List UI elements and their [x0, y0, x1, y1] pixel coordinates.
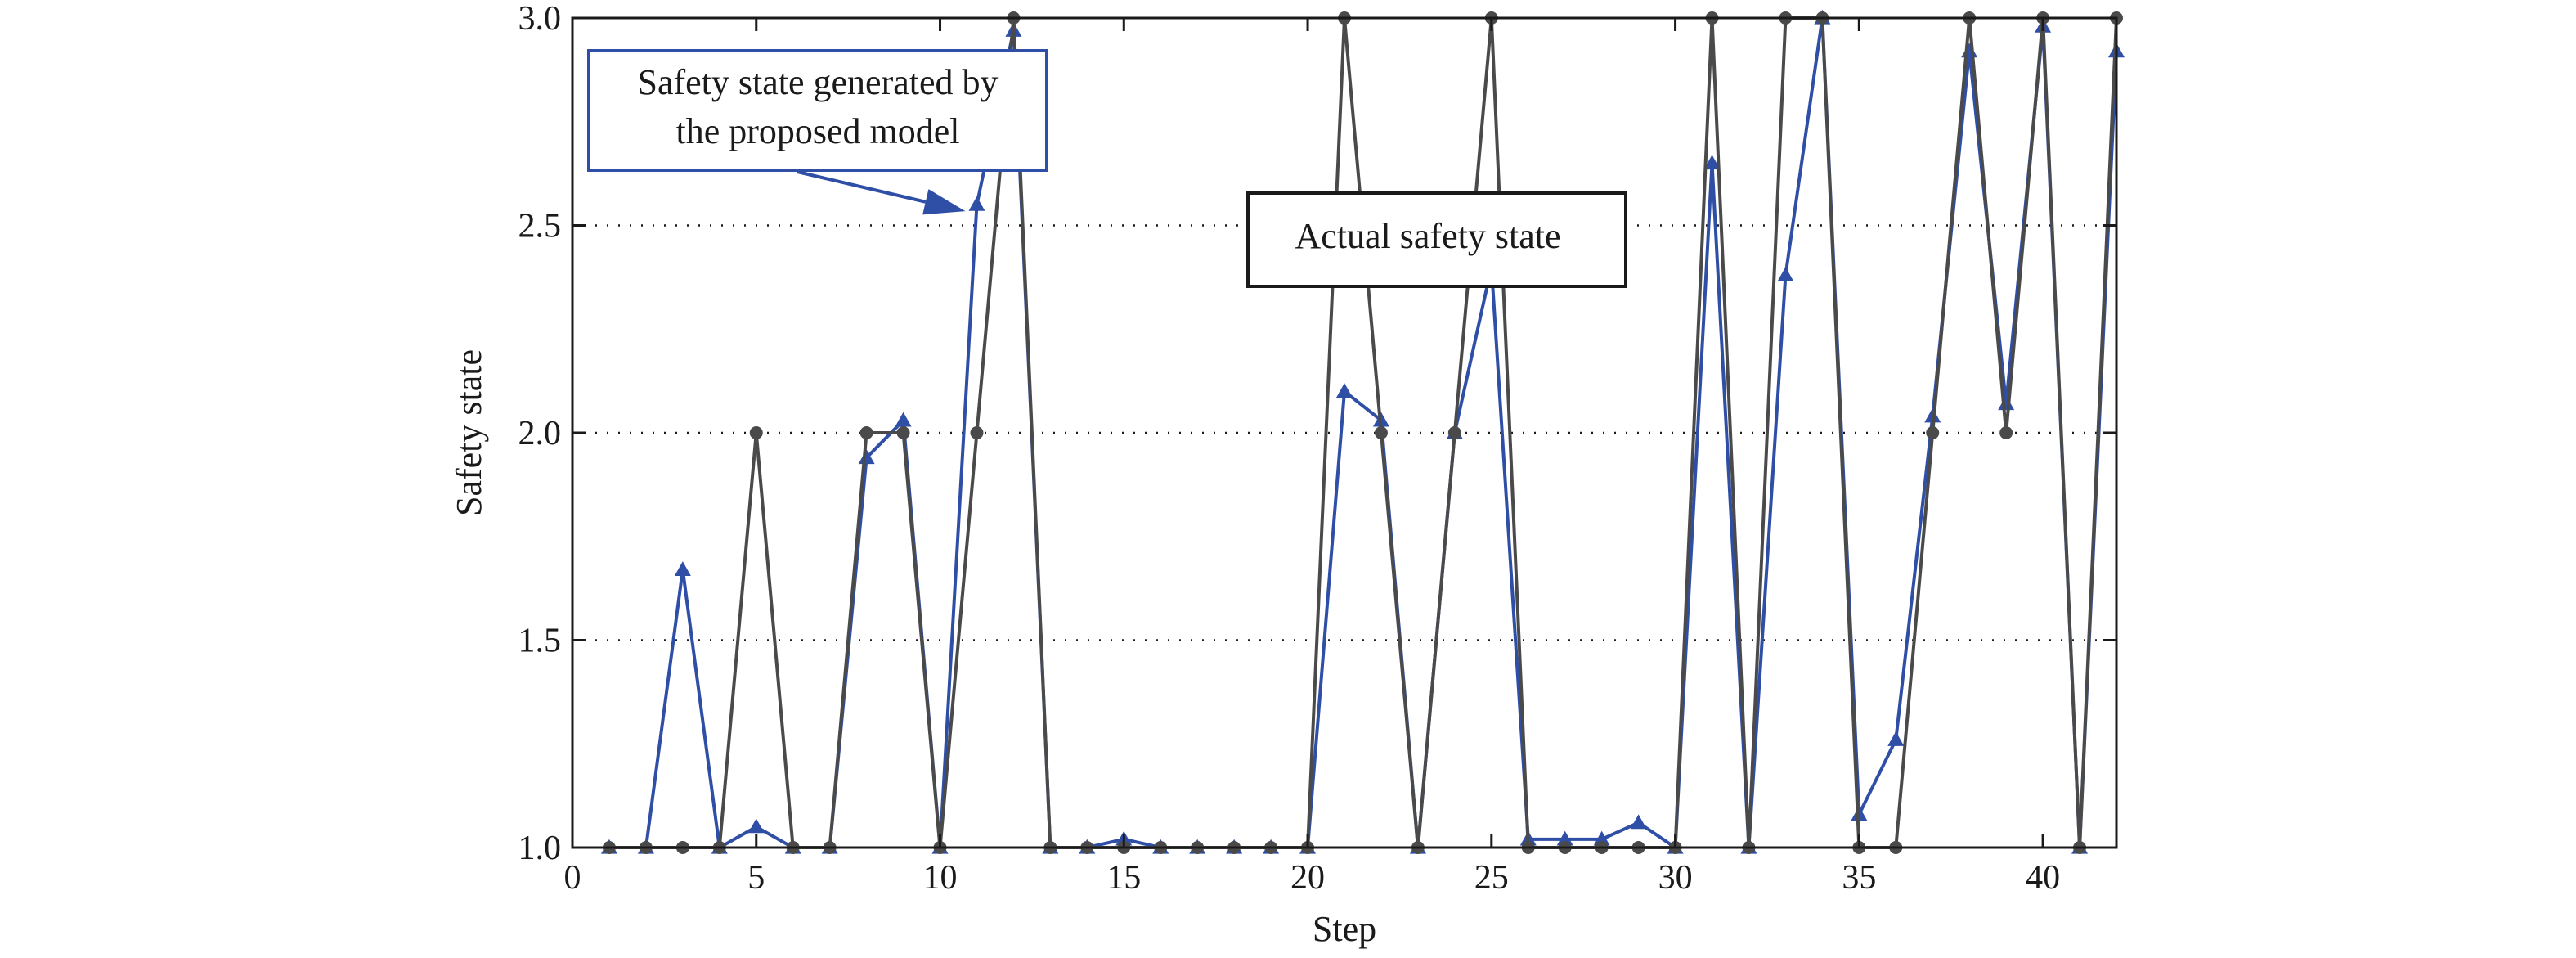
data-point-triangle: [674, 561, 691, 576]
annotation-model-line-2: the proposed model: [675, 111, 959, 151]
data-point-triangle: [1777, 267, 1794, 281]
data-point-triangle: [968, 196, 985, 211]
data-point-triangle: [1593, 830, 1610, 846]
data-point-circle: [970, 426, 984, 439]
data-point-triangle: [1703, 155, 1721, 170]
y-tick-label: 1.0: [518, 830, 562, 867]
x-tick-label: 30: [1658, 859, 1693, 897]
annotation-actual-line-1: Actual safety state: [1295, 216, 1561, 256]
y-tick-label: 3.0: [518, 0, 562, 38]
x-axis-title: Step: [1313, 909, 1376, 949]
data-point-triangle: [895, 412, 912, 427]
data-point-triangle: [1630, 814, 1647, 830]
data-point-circle: [896, 426, 910, 439]
y-tick-label: 2.0: [518, 415, 562, 452]
data-point-circle: [1374, 426, 1388, 439]
annotation-actual-box: [1246, 191, 1627, 288]
annotation-actual: Actual safety state: [1246, 191, 1627, 288]
y-tick-label: 2.5: [518, 208, 562, 245]
data-point-circle: [859, 426, 873, 439]
x-tick-label: 15: [1106, 859, 1141, 897]
annotation-model-line-1: Safety state generated by: [637, 62, 998, 102]
x-tick-label: 5: [747, 859, 765, 897]
data-point-circle: [1999, 426, 2013, 439]
data-point-circle: [1926, 426, 1940, 439]
x-tick-label: 35: [1842, 859, 1876, 897]
x-tick-label: 20: [1290, 859, 1325, 897]
annotation-model-arrowhead: [922, 189, 966, 215]
data-point-triangle: [1998, 395, 2015, 411]
x-tick-label: 40: [2026, 859, 2060, 897]
y-axis-title: Safety state: [449, 349, 489, 516]
annotation-model-box: [587, 49, 1048, 172]
data-point-triangle: [1887, 731, 1905, 746]
data-point-triangle: [1961, 43, 1978, 58]
data-point-circle: [749, 426, 763, 439]
axis-ticks: 1.0 1.5 2.0 2.5 3.0 0 5 10 15 20 25 30 35 40: [518, 0, 2116, 897]
series-line: [608, 17, 2118, 851]
data-point-triangle: [1556, 830, 1573, 846]
data-point-triangle: [858, 449, 875, 465]
y-tick-label: 1.5: [518, 623, 562, 660]
x-tick-label: 0: [564, 859, 581, 897]
annotation-model: Safety state generated by the proposed m…: [587, 49, 1048, 215]
annotation-model-arrow: [797, 170, 927, 204]
data-point-triangle: [747, 818, 765, 834]
data-point-circle: [1447, 426, 1461, 439]
data-point-triangle: [1336, 383, 1353, 398]
x-tick-label: 10: [923, 859, 958, 897]
x-tick-label: 25: [1474, 859, 1509, 897]
